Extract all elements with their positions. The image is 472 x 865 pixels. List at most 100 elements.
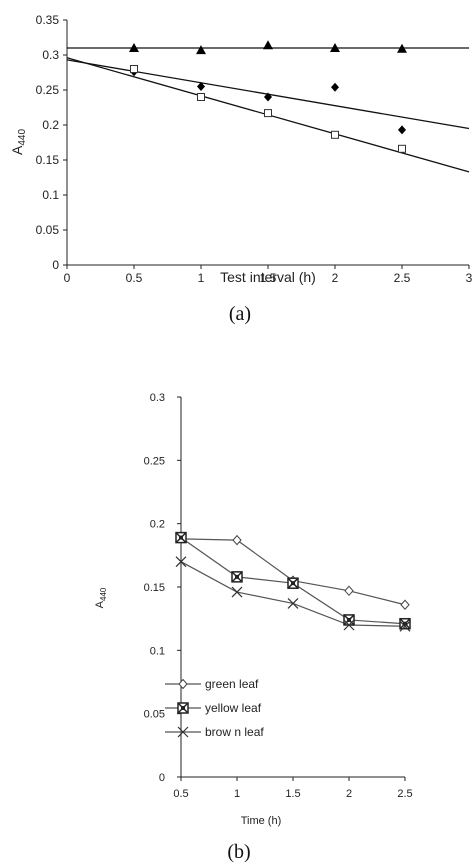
chart-a-y-tick-label: 0.05: [36, 223, 60, 237]
chart-a-point-s3-shape: [331, 130, 339, 139]
chart-b-y-tick-label: 0.15: [144, 582, 165, 594]
chart-a-point-s2: [398, 125, 406, 135]
legend-swatch-marker-2: [177, 702, 189, 714]
chart-b-point-s2-core: [179, 535, 183, 540]
chart-b-point-s2: [175, 531, 187, 544]
chart-b-y-tick-label: 0: [159, 772, 165, 784]
chart-a-x-tick-label: 1: [198, 271, 205, 285]
chart-a-point-s2-shape: [197, 82, 205, 91]
chart-a-point-s2-shape: [331, 82, 339, 92]
chart-a-caption: (a): [229, 303, 251, 325]
chart-a-y-tick-label: 0.3: [42, 48, 59, 62]
chart-b-marks: [175, 531, 411, 632]
chart-b-point-s2-core: [403, 621, 407, 626]
chart-b-x-axis-label: Time (h): [241, 815, 282, 827]
chart-a-x-tick-label: 2.5: [394, 271, 411, 285]
chart-b-point-s2: [287, 577, 299, 589]
chart-b-point-s1-shape: [400, 599, 410, 610]
legend-swatch-marker-1: [178, 678, 188, 690]
chart-b-y-tick-label: 0.3: [150, 392, 165, 404]
chart-a-point-s1-shape: [129, 43, 139, 52]
chart-b-y-tick-label: 0.05: [144, 709, 165, 721]
chart-b-x-tick-label: 0.5: [173, 788, 188, 800]
chart-b-point-s1-shape: [344, 585, 354, 597]
chart-a-point-s1: [129, 43, 139, 52]
chart-b-point-s2-core: [235, 574, 239, 579]
chart-a-y-tick-label: 0.25: [36, 83, 60, 97]
chart-b-point-s3: [175, 556, 187, 568]
chart-a-point-s1-shape: [196, 45, 206, 55]
chart-b-caption: (b): [227, 841, 250, 863]
legend-swatch-marker-2-core: [181, 706, 185, 710]
chart-b-point-s2-core: [347, 617, 351, 622]
chart-b-y-label-main: A: [94, 600, 106, 608]
chart-a-x-tick-label: 2: [332, 271, 339, 285]
chart-a-x-tick-label: 3: [466, 271, 472, 285]
legend-label-2: yellow leaf: [205, 701, 262, 715]
chart-b-y-tick-label: 0.1: [150, 645, 165, 657]
chart-a-point-s2-shape: [398, 125, 406, 135]
legend-swatch-marker-1-shape: [178, 678, 188, 690]
chart-b-point-s1: [232, 534, 242, 546]
chart-a-y-tick-label: 0.1: [42, 188, 59, 202]
chart-b-point-s3: [343, 619, 355, 631]
chart-a-y-tick-label: 0: [52, 258, 59, 272]
chart-a-point-s1-shape: [330, 43, 340, 52]
chart-b-x-tick-label: 1.5: [285, 788, 300, 800]
legend-label-1: green leaf: [205, 677, 259, 691]
chart-a-point-s3-shape: [264, 109, 272, 118]
chart-a-x-tick-label: 0.5: [126, 271, 143, 285]
chart-b-y-tick-label: 0.25: [144, 455, 165, 467]
chart-b-point-s1: [400, 599, 410, 610]
chart-a-y-label-main: A: [9, 145, 25, 155]
chart-a-marks: [129, 40, 407, 153]
chart-b-point-s3: [399, 620, 411, 632]
legend-label-3: brow n leaf: [205, 725, 264, 739]
chart-b-point-s2-core: [291, 581, 295, 586]
chart-a-y-tick-label: 0.35: [36, 13, 60, 27]
chart-b-series-line-1: [180, 538, 406, 606]
chart-a-point-s1-shape: [397, 43, 407, 53]
chart-a-ticks: 0 0.5 1 1.5 2 2.5 3 0 0.05 0.1 0.15 0.2 0.25 0.3 0.35: [36, 13, 472, 285]
chart-b-x-tick-label: 1: [234, 788, 240, 800]
chart-b-legend: green leaf yellow leaf brow n leaf: [165, 677, 264, 739]
chart-a-y-tick-label: 0.2: [42, 118, 59, 132]
chart-a-point-s3: [197, 93, 205, 101]
chart-a-point-s3: [331, 130, 339, 139]
chart-a-point-s2-shape: [264, 92, 272, 102]
chart-a-point-s1: [397, 43, 407, 53]
chart-b-point-s1-shape: [232, 534, 242, 546]
chart-a-point-s3-shape: [130, 65, 138, 73]
chart-b-point-s3-x2: [287, 598, 299, 609]
chart-b-point-s3-x2: [399, 620, 411, 632]
chart-a-y-tick-label: 0.15: [36, 153, 60, 167]
chart-b-point-s2: [399, 617, 411, 630]
chart-b-y-label-sub: 440: [99, 587, 108, 601]
chart-b-point-s3-x2: [231, 586, 243, 598]
chart-a-point-s3-shape: [197, 93, 205, 101]
chart-a-point-s3: [130, 65, 138, 73]
chart-b-y-axis-label: A440: [94, 587, 108, 608]
chart-a: 0 0.5 1 1.5 2 2.5 300.050.10.150.20.250.30.35 …: [9, 13, 472, 325]
chart-b-point-s2: [231, 571, 243, 583]
chart-a-point-s2: [331, 82, 339, 92]
chart-a-point-s2: [197, 82, 205, 91]
legend-swatch-marker-3-x2: [177, 726, 189, 738]
chart-b-point-s2: [343, 614, 355, 626]
chart-b-point-s1: [344, 585, 354, 597]
chart-a-y-axis-label: A440: [9, 129, 28, 155]
chart-b-point-s3-x2: [175, 556, 187, 568]
chart-a-y-label-sub: 440: [17, 129, 28, 146]
chart-a-axes: [66, 20, 469, 266]
chart-a-point-s3-shape: [398, 144, 406, 153]
chart-a-x-axis-label: Test interval (h): [220, 269, 316, 285]
chart-a-point-s1: [196, 45, 206, 55]
chart-b-ticks: 0.5 1 1.5 2 2.5 0 0.05 0.1 0.15 0.2 0.25 0.3: [144, 392, 413, 800]
legend-swatch-marker-3: [177, 726, 189, 738]
chart-a-point-s3: [264, 109, 272, 118]
chart-a-point-s1: [330, 43, 340, 52]
chart-a-x-tick-label: 0: [64, 271, 71, 285]
chart-a-point-s1: [263, 40, 273, 50]
chart-b-point-s3-x2: [343, 619, 355, 631]
